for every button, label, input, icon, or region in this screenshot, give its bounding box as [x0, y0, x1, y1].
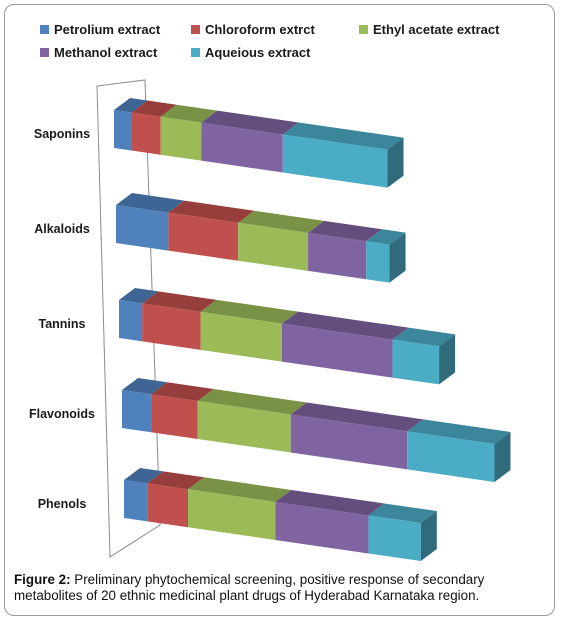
legend-swatch-petrolium-extract: [40, 25, 49, 34]
bar-flavonoids-petrolium-extract: [122, 378, 168, 433]
chart-legend: Petrolium extract Chloroform extrct Ethyl …: [40, 22, 500, 60]
legend-swatch-chloroform-extrct: [191, 25, 200, 34]
bar-tannins-petrolium-extract: [119, 288, 159, 342]
bar-flavonoids-chloroform-extrct: [151, 382, 214, 439]
bar-saponins-aqueious-extract: [282, 122, 404, 188]
axis-plane: [96, 79, 161, 558]
bar-flavonoids-ethyl-acetate-extract: [197, 388, 307, 453]
legend-swatch-methanol-extract: [40, 48, 49, 57]
legend-label-methanol-extract: Methanol extract: [54, 45, 158, 60]
legend-label-aqueious-extract: Aqueious extract: [205, 45, 311, 60]
figure-caption: Figure 2: Preliminary phytochemical scre…: [14, 572, 550, 604]
category-labels: Saponins Alkaloids Tannins Flavonoids Phenol…: [29, 127, 95, 511]
legend-swatch-ethyl-acetate-extract: [359, 25, 368, 34]
bar-saponins-ethyl-acetate-extract: [160, 104, 218, 161]
bar-alkaloids-ethyl-acetate-extract: [238, 210, 325, 271]
legend-swatch-aqueious-extract: [191, 48, 200, 57]
bar-phenols-ethyl-acetate-extract: [188, 477, 292, 540]
legend-label-ethyl-acetate-extract: Ethyl acetate extract: [373, 22, 500, 37]
caption-text: Preliminary phytochemical screening, pos…: [14, 572, 485, 603]
bar-saponins-chloroform-extrct: [131, 100, 177, 155]
bar-phenols-aqueious-extract: [368, 503, 437, 562]
bar-saponins-methanol-extract: [201, 110, 299, 173]
bar-phenols-chloroform-extrct: [147, 471, 205, 528]
bar-alkaloids-aqueious-extract: [366, 229, 406, 283]
category-label-saponins: Saponins: [34, 127, 90, 141]
bar-alkaloids-petrolium-extract: [116, 193, 185, 251]
category-label-flavonoids: Flavonoids: [29, 407, 95, 421]
bar-tannins-methanol-extract: [281, 311, 409, 378]
bar-tannins-ethyl-acetate-extract: [200, 299, 298, 362]
legend-label-petrolium-extract: Petrolium extract: [54, 22, 161, 37]
bar-tannins-aqueious-extract: [392, 327, 456, 385]
legend-label-chloroform-extrct: Chloroform extrct: [205, 22, 315, 37]
bar-series: [114, 98, 511, 562]
category-label-phenols: Phenols: [38, 497, 87, 511]
bar-tannins-chloroform-extrct: [142, 291, 217, 350]
bar-alkaloids-chloroform-extrct: [168, 200, 255, 261]
axis-back-wall: [96, 79, 161, 558]
bar-saponins-petrolium-extract: [114, 98, 148, 151]
category-label-alkaloids: Alkaloids: [34, 222, 90, 236]
bar-phenols-petrolium-extract: [124, 468, 164, 522]
bar-flavonoids-aqueious-extract: [407, 419, 511, 483]
bar-phenols-methanol-extract: [275, 489, 385, 554]
bar-flavonoids-methanol-extract: [290, 402, 424, 470]
bar-alkaloids-methanol-extract: [308, 220, 383, 280]
caption-label: Figure 2:: [14, 572, 71, 587]
category-label-tannins: Tannins: [39, 317, 86, 331]
